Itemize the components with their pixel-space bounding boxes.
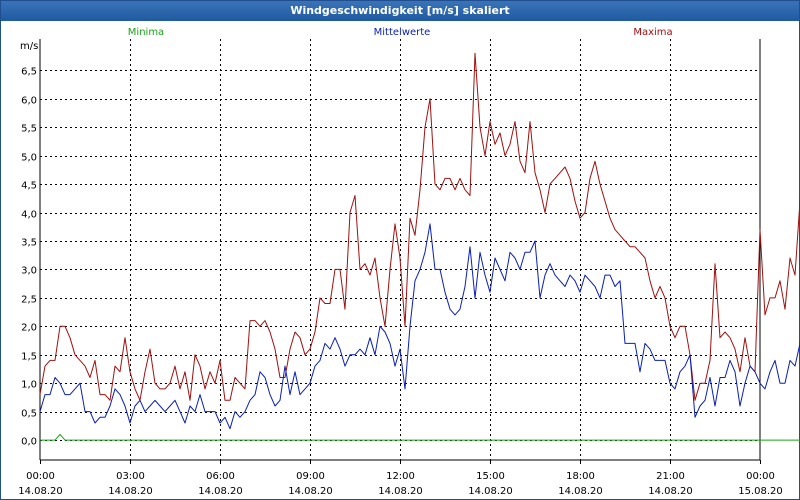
x-tick-time: 18:00: [566, 471, 595, 482]
x-tick-date: 14.08.20: [558, 486, 603, 497]
x-tick-date: 15.08.20: [738, 486, 783, 497]
x-tick-time: 06:00: [206, 471, 235, 482]
y-tick-label: 3,0: [21, 266, 37, 277]
y-tick-label: 4,0: [21, 210, 37, 221]
x-tick-time: 00:00: [26, 471, 55, 482]
x-tick-date: 14.08.20: [198, 486, 243, 497]
window-title: Windgeschwindigkeit [m/s] skaliert: [1, 1, 799, 21]
y-tick-label: 1,5: [21, 352, 37, 363]
series-group: [39, 52, 800, 441]
x-tick-date: 14.08.20: [378, 486, 423, 497]
y-tick-label: 1,0: [21, 380, 37, 391]
y-tick-label: 5,0: [21, 153, 37, 164]
axes: 0,0 0,5 1,0 1,5 2,0 2,5 3,0 3,5 4,0 4,5 5,0 5,5 6,0 6…: [18, 39, 783, 497]
x-tick-time: 09:00: [296, 471, 325, 482]
grid: [40, 39, 760, 460]
x-tick-time: 12:00: [386, 471, 415, 482]
x-tick-time: 03:00: [116, 471, 145, 482]
legend-min: Minima: [128, 27, 164, 38]
series-min-line: [40, 433, 800, 441]
x-tick-date: 14.08.20: [468, 486, 513, 497]
legend-max: Maxima: [633, 27, 672, 38]
x-tick-time: 21:00: [656, 471, 685, 482]
x-tick-date: 14.08.20: [648, 486, 693, 497]
y-tick-label: 0,5: [21, 409, 37, 420]
y-tick-label: 0,0: [21, 437, 37, 448]
x-tick-date: 14.08.20: [108, 486, 153, 497]
y-tick-label: 3,5: [21, 238, 37, 249]
x-tick-date: 14.08.20: [288, 486, 333, 497]
y-tick-label: 5,5: [21, 124, 37, 135]
series-max-line: [39, 52, 800, 401]
x-tick-date: 14.08.20: [18, 486, 63, 497]
y-tick-label: 4,5: [21, 181, 37, 192]
y-tick-label: 2,5: [21, 295, 37, 306]
legend-avg: Mittelwerte: [374, 27, 431, 38]
x-tick-time: 00:00: [746, 471, 775, 482]
y-tick-label: 2,0: [21, 323, 37, 334]
y-tick-label: 6,5: [21, 67, 37, 78]
y-tick-label: 6,0: [21, 96, 37, 107]
x-tick-time: 15:00: [476, 471, 505, 482]
series-avg-line: [39, 223, 800, 430]
y-axis-unit: m/s: [20, 41, 38, 52]
